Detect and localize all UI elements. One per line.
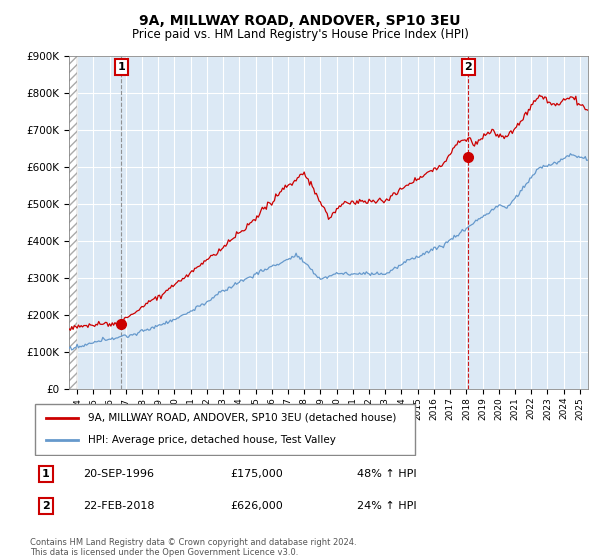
Text: Contains HM Land Registry data © Crown copyright and database right 2024.
This d: Contains HM Land Registry data © Crown c… (30, 538, 356, 557)
Text: 1: 1 (118, 62, 125, 72)
Text: 22-FEB-2018: 22-FEB-2018 (83, 501, 154, 511)
Text: 2: 2 (42, 501, 50, 511)
FancyBboxPatch shape (35, 404, 415, 455)
Text: £175,000: £175,000 (230, 469, 283, 479)
Text: 9A, MILLWAY ROAD, ANDOVER, SP10 3EU (detached house): 9A, MILLWAY ROAD, ANDOVER, SP10 3EU (det… (88, 413, 397, 423)
Text: HPI: Average price, detached house, Test Valley: HPI: Average price, detached house, Test… (88, 436, 336, 445)
Text: 1: 1 (42, 469, 50, 479)
Text: 2: 2 (464, 62, 472, 72)
Text: 9A, MILLWAY ROAD, ANDOVER, SP10 3EU: 9A, MILLWAY ROAD, ANDOVER, SP10 3EU (139, 14, 461, 28)
Text: Price paid vs. HM Land Registry's House Price Index (HPI): Price paid vs. HM Land Registry's House … (131, 28, 469, 41)
Text: 20-SEP-1996: 20-SEP-1996 (83, 469, 154, 479)
Text: 24% ↑ HPI: 24% ↑ HPI (358, 501, 417, 511)
Text: 48% ↑ HPI: 48% ↑ HPI (358, 469, 417, 479)
Text: £626,000: £626,000 (230, 501, 283, 511)
